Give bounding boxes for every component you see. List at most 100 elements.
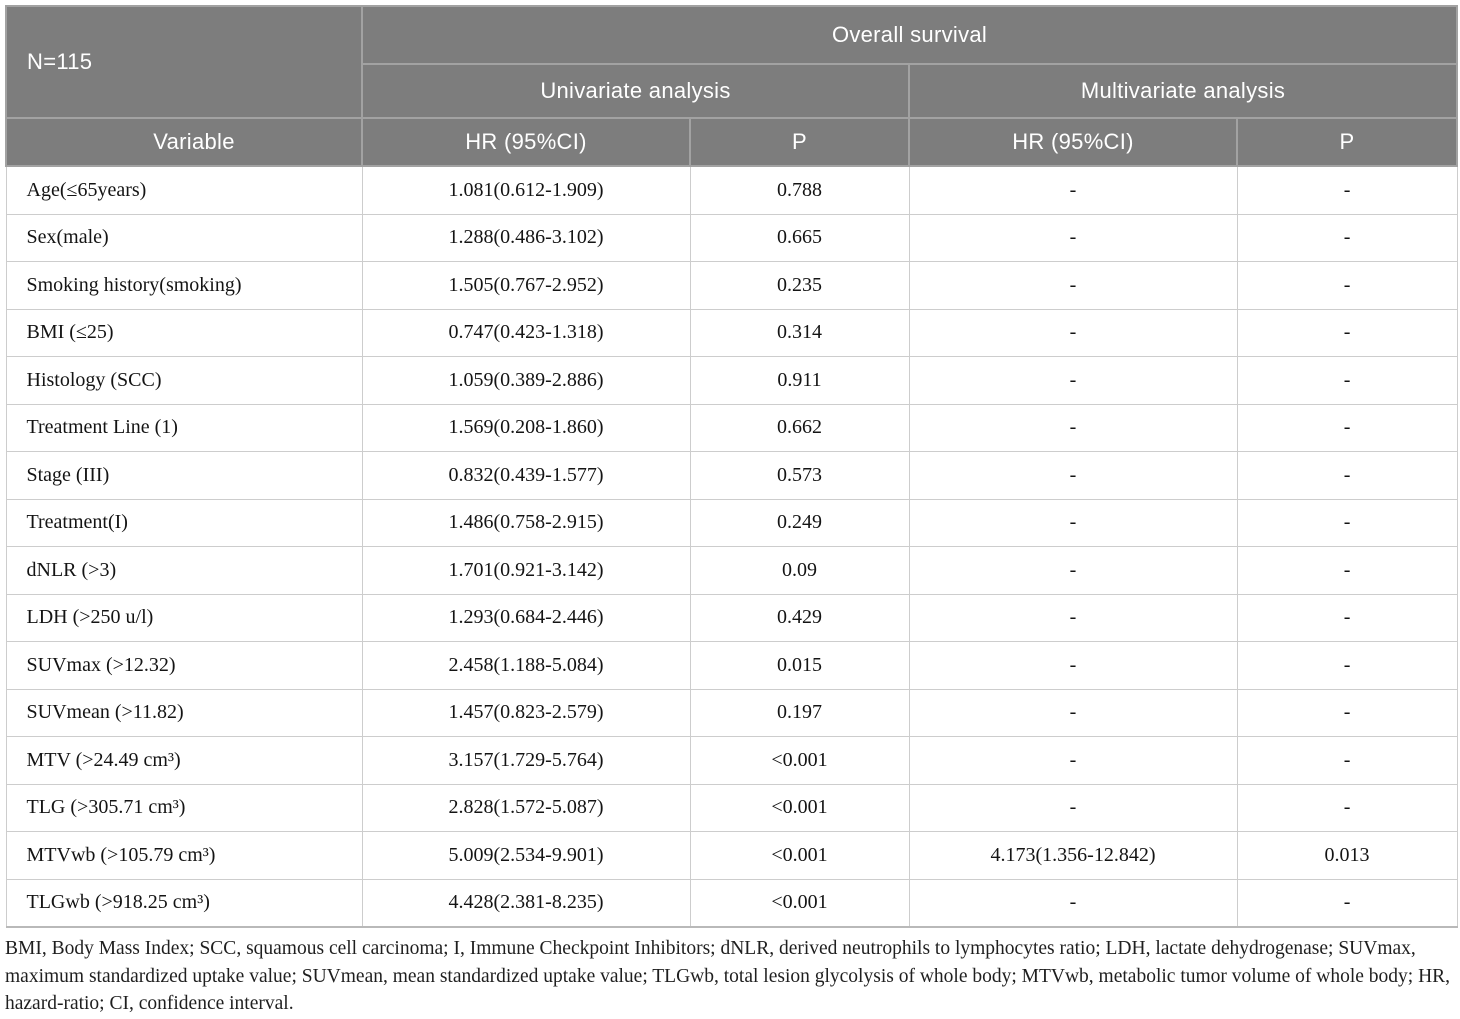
cell-multi-p: -	[1236, 403, 1458, 452]
cell-multi-p: 0.013	[1236, 831, 1458, 880]
cell-uni-hr: 1.505(0.767-2.952)	[361, 261, 691, 310]
cell-uni-p: 0.788	[689, 165, 910, 215]
cell-uni-p: 0.429	[689, 593, 910, 642]
cell-uni-p: <0.001	[689, 783, 910, 832]
cell-multi-p: -	[1236, 641, 1458, 690]
cell-uni-hr: 1.059(0.389-2.886)	[361, 356, 691, 405]
cell-uni-p: 0.314	[689, 308, 910, 357]
cell-uni-p: <0.001	[689, 878, 910, 928]
cell-variable: Treatment(I)	[5, 498, 363, 547]
cell-multi-hr: -	[908, 261, 1238, 310]
cell-variable: BMI (≤25)	[5, 308, 363, 357]
table-body: Age(≤65years) 1.081(0.612-1.909) 0.788 -…	[5, 165, 1458, 928]
table-row: LDH (>250 u/l) 1.293(0.684-2.446) 0.429 …	[5, 593, 1458, 642]
column-header-multi-p: P	[1235, 117, 1459, 167]
survival-analysis-table: N=115 Overall survival Univariate analys…	[5, 4, 1459, 928]
cell-multi-p: -	[1236, 878, 1458, 928]
cell-multi-p: -	[1236, 546, 1458, 595]
table-row: Age(≤65years) 1.081(0.612-1.909) 0.788 -…	[5, 165, 1458, 215]
cell-variable: Sex(male)	[5, 213, 363, 262]
subheader-univariate: Univariate analysis	[361, 63, 910, 119]
cell-uni-p: 0.09	[689, 546, 910, 595]
cell-uni-hr: 0.832(0.439-1.577)	[361, 451, 691, 500]
cell-uni-p: 0.665	[689, 213, 910, 262]
cell-multi-hr: -	[908, 641, 1238, 690]
cell-multi-p: -	[1236, 308, 1458, 357]
cell-multi-hr: -	[908, 736, 1238, 785]
cell-variable: Stage (III)	[5, 451, 363, 500]
cell-multi-hr: -	[908, 546, 1238, 595]
cell-uni-p: 0.015	[689, 641, 910, 690]
cell-multi-p: -	[1236, 451, 1458, 500]
table-row: Histology (SCC) 1.059(0.389-2.886) 0.911…	[5, 356, 1458, 405]
table-row: MTV (>24.49 cm³) 3.157(1.729-5.764) <0.0…	[5, 736, 1458, 785]
cell-uni-p: <0.001	[689, 831, 910, 880]
table-row: TLG (>305.71 cm³) 2.828(1.572-5.087) <0.…	[5, 783, 1458, 832]
cell-uni-p: 0.249	[689, 498, 910, 547]
cell-multi-p: -	[1236, 165, 1458, 215]
column-header-uni-p: P	[689, 117, 910, 167]
table-row: MTVwb (>105.79 cm³) 5.009(2.534-9.901) <…	[5, 831, 1458, 880]
cell-multi-hr: -	[908, 498, 1238, 547]
cell-uni-hr: 1.081(0.612-1.909)	[361, 165, 691, 215]
table-row: Treatment Line (1) 1.569(0.208-1.860) 0.…	[5, 403, 1458, 452]
cell-variable: Smoking history(smoking)	[5, 261, 363, 310]
table-row: BMI (≤25) 0.747(0.423-1.318) 0.314 - -	[5, 308, 1458, 357]
cell-multi-hr: -	[908, 308, 1238, 357]
cell-variable: TLG (>305.71 cm³)	[5, 783, 363, 832]
cell-uni-hr: 1.293(0.684-2.446)	[361, 593, 691, 642]
sample-size-cell: N=115	[5, 5, 363, 119]
cell-uni-hr: 5.009(2.534-9.901)	[361, 831, 691, 880]
cell-multi-p: -	[1236, 261, 1458, 310]
cell-multi-hr: -	[908, 593, 1238, 642]
cell-multi-hr: -	[908, 783, 1238, 832]
cell-variable: LDH (>250 u/l)	[5, 593, 363, 642]
cell-variable: MTVwb (>105.79 cm³)	[5, 831, 363, 880]
column-header-uni-hr: HR (95%CI)	[361, 117, 691, 167]
cell-multi-hr: -	[908, 356, 1238, 405]
cell-variable: SUVmax (>12.32)	[5, 641, 363, 690]
column-header-variable: Variable	[5, 117, 363, 167]
table-row: Sex(male) 1.288(0.486-3.102) 0.665 - -	[5, 213, 1458, 262]
cell-variable: TLGwb (>918.25 cm³)	[5, 878, 363, 928]
table-row: Treatment(I) 1.486(0.758-2.915) 0.249 - …	[5, 498, 1458, 547]
cell-multi-hr: 4.173(1.356-12.842)	[908, 831, 1238, 880]
cell-uni-p: 0.662	[689, 403, 910, 452]
cell-uni-hr: 2.828(1.572-5.087)	[361, 783, 691, 832]
cell-uni-p: 0.573	[689, 451, 910, 500]
cell-multi-hr: -	[908, 165, 1238, 215]
cell-uni-hr: 2.458(1.188-5.084)	[361, 641, 691, 690]
cell-uni-hr: 1.486(0.758-2.915)	[361, 498, 691, 547]
table-row: dNLR (>3) 1.701(0.921-3.142) 0.09 - -	[5, 546, 1458, 595]
cell-uni-p: 0.197	[689, 688, 910, 737]
cell-uni-hr: 0.747(0.423-1.318)	[361, 308, 691, 357]
table-row: SUVmean (>11.82) 1.457(0.823-2.579) 0.19…	[5, 688, 1458, 737]
table-row: SUVmax (>12.32) 2.458(1.188-5.084) 0.015…	[5, 641, 1458, 690]
cell-multi-p: -	[1236, 593, 1458, 642]
cell-multi-p: -	[1236, 498, 1458, 547]
cell-variable: Treatment Line (1)	[5, 403, 363, 452]
cell-variable: Histology (SCC)	[5, 356, 363, 405]
cell-uni-hr: 1.569(0.208-1.860)	[361, 403, 691, 452]
cell-uni-hr: 1.701(0.921-3.142)	[361, 546, 691, 595]
cell-multi-hr: -	[908, 878, 1238, 928]
cell-multi-hr: -	[908, 403, 1238, 452]
cell-multi-p: -	[1236, 356, 1458, 405]
table-row: Stage (III) 0.832(0.439-1.577) 0.573 - -	[5, 451, 1458, 500]
cell-multi-hr: -	[908, 451, 1238, 500]
column-header-multi-hr: HR (95%CI)	[908, 117, 1238, 167]
cell-uni-hr: 1.288(0.486-3.102)	[361, 213, 691, 262]
cell-uni-p: <0.001	[689, 736, 910, 785]
cell-uni-hr: 3.157(1.729-5.764)	[361, 736, 691, 785]
table-footnote: BMI, Body Mass Index; SCC, squamous cell…	[5, 938, 1451, 1015]
cell-variable: SUVmean (>11.82)	[5, 688, 363, 737]
cell-variable: dNLR (>3)	[5, 546, 363, 595]
cell-multi-hr: -	[908, 213, 1238, 262]
subheader-multivariate: Multivariate analysis	[907, 63, 1459, 119]
cell-variable: Age(≤65years)	[5, 165, 363, 215]
table-row: Smoking history(smoking) 1.505(0.767-2.9…	[5, 261, 1458, 310]
cell-multi-p: -	[1236, 783, 1458, 832]
cell-multi-p: -	[1236, 736, 1458, 785]
cell-uni-hr: 1.457(0.823-2.579)	[361, 688, 691, 737]
